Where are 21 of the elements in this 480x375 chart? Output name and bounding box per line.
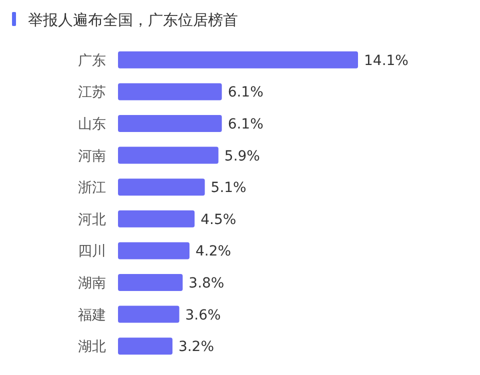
data-label: 14.1% xyxy=(364,52,408,69)
data-label: 3.8% xyxy=(188,276,224,292)
y-tick-label: 浙江 xyxy=(78,180,106,196)
y-tick-label: 广东 xyxy=(78,52,106,69)
data-label: 3.6% xyxy=(185,307,221,324)
y-tick-label: 河北 xyxy=(78,212,106,228)
data-label: 3.2% xyxy=(178,339,214,356)
data-label: 6.1% xyxy=(228,84,264,101)
data-label: 5.9% xyxy=(224,148,260,164)
y-tick-label: 四川 xyxy=(78,244,106,260)
y-tick-label: 湖北 xyxy=(78,339,106,356)
y-tick-label: 山东 xyxy=(78,116,106,132)
y-tick-label: 河南 xyxy=(78,148,106,164)
y-tick-label: 湖南 xyxy=(78,276,106,292)
chart-title: 举报人遍布全国，广东位居榜首 xyxy=(28,11,238,29)
y-tick-label: 江苏 xyxy=(78,84,106,101)
y-tick-label: 福建 xyxy=(78,307,106,324)
data-label: 5.1% xyxy=(210,180,246,196)
data-label: 4.5% xyxy=(200,212,236,228)
data-label: 6.1% xyxy=(228,116,264,132)
data-label: 4.2% xyxy=(195,244,232,260)
